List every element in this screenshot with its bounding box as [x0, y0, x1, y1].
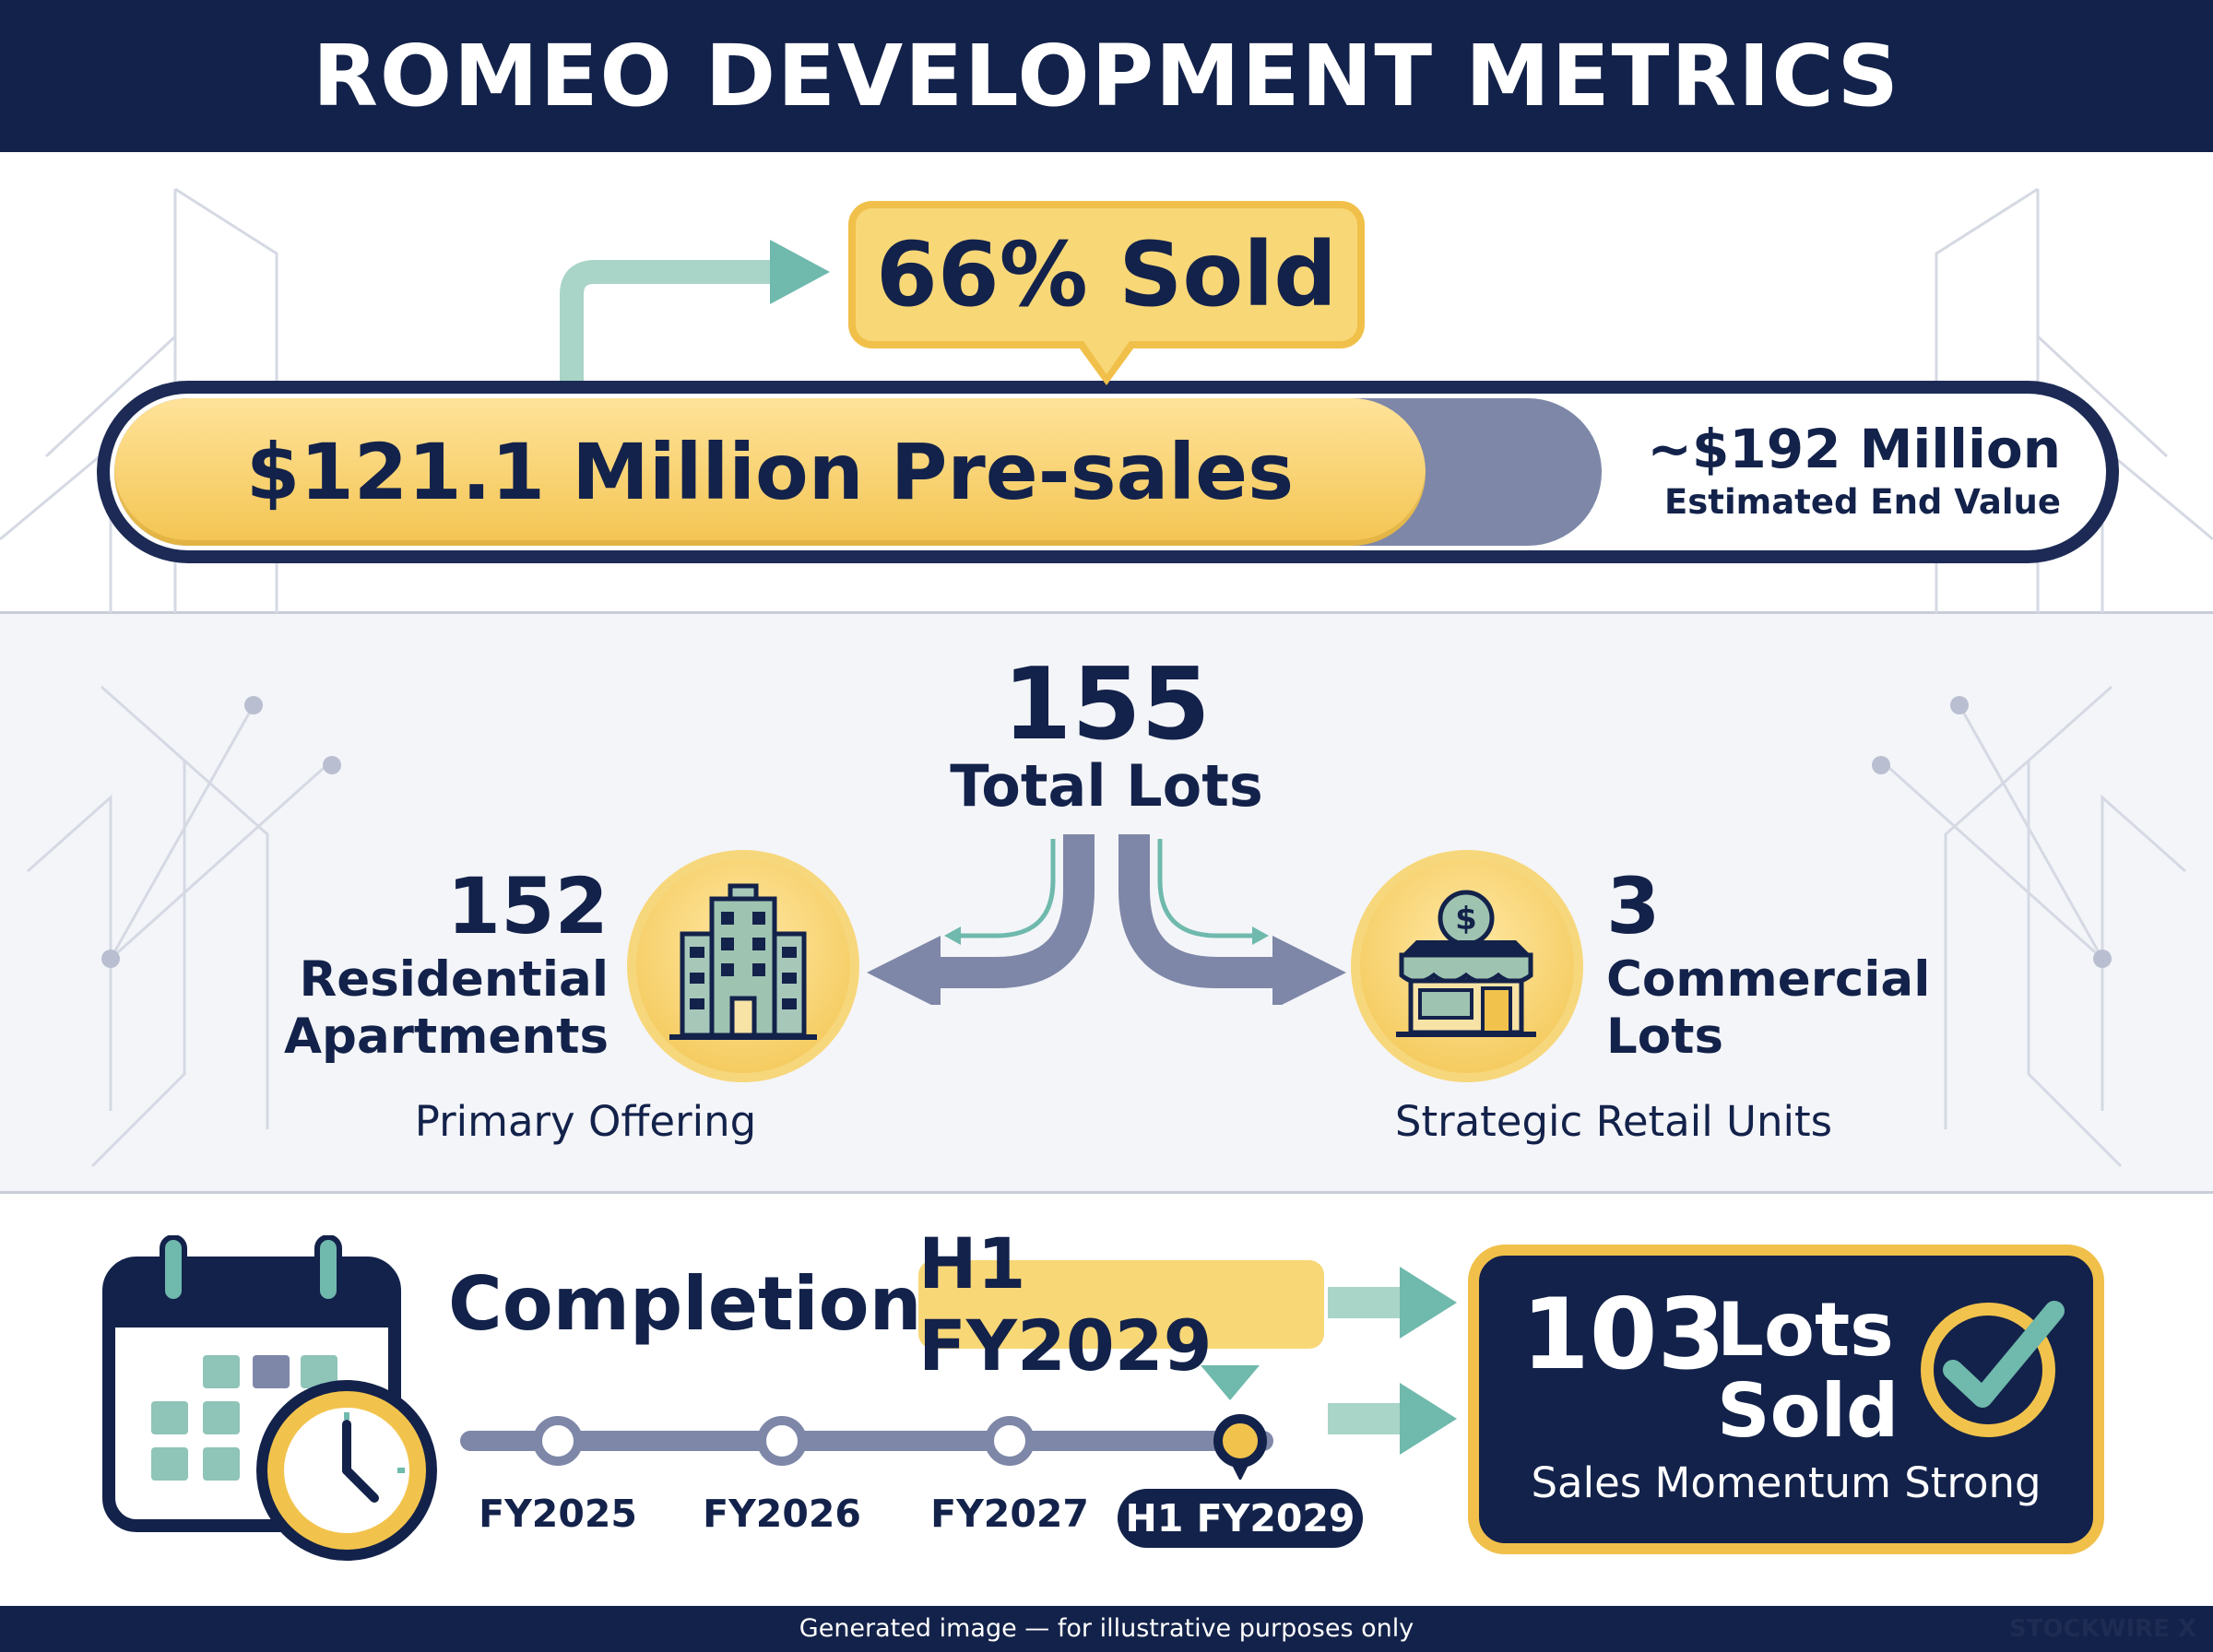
callout-pointer: [1074, 341, 1139, 385]
lots-sold-label-line1: Lots: [1717, 1287, 1894, 1373]
sales-momentum-label: Sales Momentum Strong: [1531, 1458, 2041, 1507]
total-lots-label: Total Lots: [950, 752, 1263, 820]
timeline-node-h1-fy2029: [1213, 1414, 1267, 1480]
residential-subtitle: Primary Offering: [414, 1097, 757, 1146]
footer-bar: [0, 1606, 2213, 1652]
timeline-label-fy2026: FY2026: [703, 1492, 861, 1536]
timeline-label-h1-fy2029: H1 FY2029: [1125, 1496, 1355, 1540]
checkmark-circle-icon: [1921, 1301, 2065, 1437]
presales-amount-label: $121.1 Million Pre-sales: [245, 427, 1295, 517]
apartment-building-icon: [669, 883, 817, 1040]
page-title: ROMEO DEVELOPMENT METRICS: [313, 27, 1900, 125]
residential-count: 152: [446, 861, 609, 951]
lots-sold-card: [1468, 1245, 2104, 1554]
timeline-active-pill: H1 FY2029: [1118, 1489, 1363, 1548]
timeline-node-fy2026: [757, 1416, 807, 1466]
end-value-amount: ~$192 Million: [1647, 418, 2061, 480]
sold-percent-callout: 66% Sold: [848, 201, 1365, 348]
commercial-label-line1: Commercial: [1606, 951, 1931, 1008]
sold-percent-label: 66% Sold: [876, 223, 1337, 326]
total-lots-value: 155: [1002, 647, 1211, 762]
lots-sold-value: 103: [1521, 1278, 1726, 1391]
watermark-logo: STOCKWIRE X: [2008, 1615, 2196, 1643]
residential-label-line2: Apartments: [284, 1009, 609, 1065]
timeline-node-fy2025: [533, 1416, 583, 1466]
commercial-count: 3: [1606, 861, 1661, 951]
split-arrows: [867, 834, 1346, 1005]
footer-disclaimer: Generated image — for illustrative purpo…: [799, 1614, 1414, 1643]
arrows-to-sales-card: [1328, 1267, 1457, 1455]
completion-value-pill: H1 FY2029: [918, 1222, 1324, 1386]
completion-label: Completion:: [448, 1261, 952, 1347]
storefront-dollar-icon: $: [1396, 890, 1536, 1037]
completion-timeline: [460, 1365, 1273, 1480]
commercial-label-line2: Lots: [1606, 1009, 1724, 1065]
timeline-node-fy2027: [985, 1416, 1035, 1466]
commercial-label: Commercial Lots: [1606, 951, 1994, 1066]
timeline-label-fy2025: FY2025: [479, 1492, 637, 1536]
end-value-label: Estimated End Value: [1663, 482, 2061, 522]
end-value-block: ~$192 Million Estimated End Value: [1609, 417, 2061, 524]
presales-progress-fill: [114, 398, 1426, 546]
calendar-clock-icon: [102, 1235, 437, 1561]
presales-arrow: [560, 240, 830, 406]
residential-label-line1: Residential: [299, 951, 609, 1008]
lots-sold-label-line2: Sold: [1717, 1368, 1899, 1454]
commercial-subtitle: Strategic Retail Units: [1394, 1097, 1833, 1146]
lots-section: [0, 611, 2213, 1194]
svg-text:$: $: [1455, 901, 1477, 938]
timeline-label-fy2027: FY2027: [930, 1492, 1089, 1536]
header-bar: ROMEO DEVELOPMENT METRICS: [0, 0, 2213, 152]
residential-label: Residential Apartments: [221, 951, 609, 1066]
completion-value: H1 FY2029: [918, 1222, 1213, 1386]
